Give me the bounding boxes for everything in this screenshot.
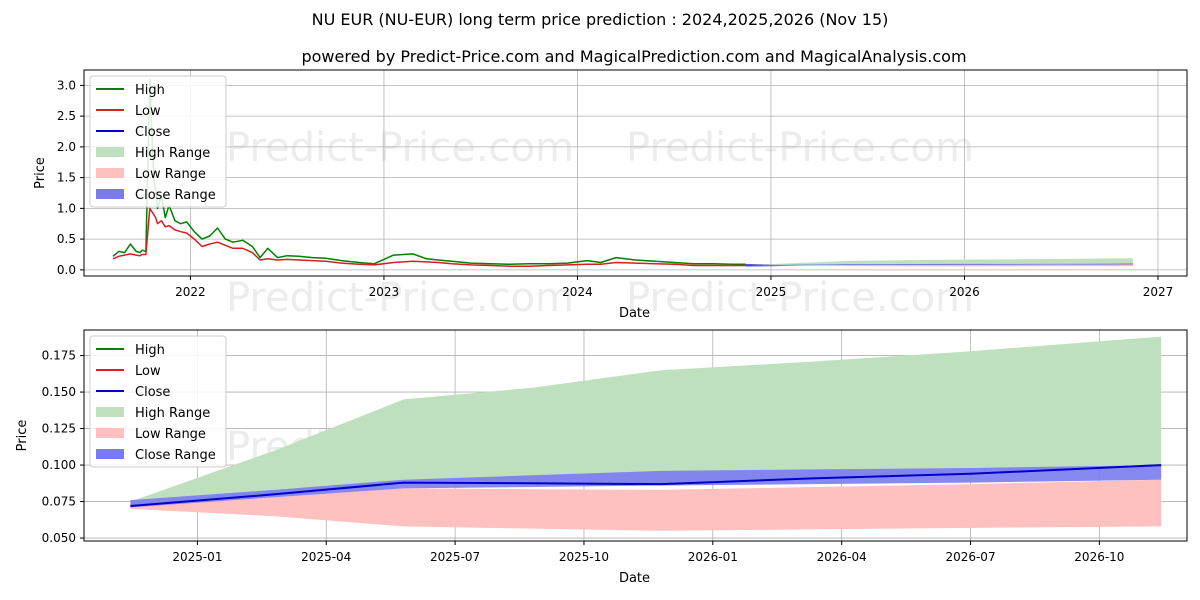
bottom-ytick-label-0: 0.050 <box>42 531 76 545</box>
bottom-xtick-label-0: 2025-01 <box>172 550 222 564</box>
bottom-legend: High Low Close High Range Low Range Close Ran… <box>90 336 226 467</box>
top-ylabel: Price <box>33 157 48 189</box>
bottom-legend-label-close: Close <box>135 385 170 400</box>
top-ytick-label-5: 2.5 <box>57 109 76 123</box>
bottom-xtick-label-3: 2025-10 <box>559 550 609 564</box>
bottom-legend-label-low-range: Low Range <box>135 427 206 442</box>
bottom-legend-label-high-range: High Range <box>135 406 210 421</box>
top-watermark-0: Predict-Price.com <box>226 125 574 171</box>
bottom-chart-panel: Predict-Price.comPredict-Price.com2025-0… <box>15 330 1187 586</box>
chart-figure: NU EUR (NU-EUR) long term price predicti… <box>0 0 1200 600</box>
bottom-legend-label-high: High <box>135 343 165 358</box>
top-xtick-label-1: 2023 <box>369 285 400 299</box>
top-legend: High Low Close High Range Low Range Close Ran… <box>90 76 226 207</box>
top-legend-label-close: Close <box>135 125 170 140</box>
top-watermark-1: Predict-Price.com <box>626 125 974 171</box>
bottom-xtick-label-7: 2026-10 <box>1074 550 1124 564</box>
top-xtick-label-0: 2022 <box>175 285 206 299</box>
bottom-xtick-label-4: 2026-01 <box>688 550 738 564</box>
top-ytick-label-2: 1.0 <box>57 201 76 215</box>
bottom-legend-swatch-high-range <box>96 407 124 417</box>
top-ytick-label-4: 2.0 <box>57 140 76 154</box>
top-ytick-label-6: 3.0 <box>57 78 76 92</box>
top-legend-label-high: High <box>135 83 165 98</box>
top-xtick-label-3: 2025 <box>756 285 787 299</box>
top-ytick-label-0: 0.0 <box>57 263 76 277</box>
top-legend-label-low: Low <box>135 104 161 119</box>
top-xtick-label-4: 2026 <box>949 285 980 299</box>
bottom-legend-label-low: Low <box>135 364 161 379</box>
top-xtick-label-5: 2027 <box>1143 285 1174 299</box>
top-ytick-label-3: 1.5 <box>57 171 76 185</box>
bottom-xtick-label-6: 2026-07 <box>945 550 995 564</box>
top-legend-swatch-low-range <box>96 168 124 178</box>
bottom-legend-swatch-close-range <box>96 449 124 459</box>
bottom-ytick-label-5: 0.175 <box>42 349 76 363</box>
top-legend-swatch-high-range <box>96 147 124 157</box>
bottom-ytick-label-4: 0.150 <box>42 385 76 399</box>
top-watermark-3: Predict-Price.com <box>626 275 974 321</box>
bottom-xtick-label-5: 2026-04 <box>817 550 867 564</box>
bottom-ytick-label-1: 0.075 <box>42 495 76 509</box>
top-ytick-label-1: 0.5 <box>57 232 76 246</box>
top-legend-label-close-range: Close Range <box>135 188 216 203</box>
bottom-xtick-label-2: 2025-07 <box>430 550 480 564</box>
top-watermark-2: Predict-Price.com <box>226 275 574 321</box>
bottom-legend-swatch-low-range <box>96 428 124 438</box>
top-chart-panel: Predict-Price.com Predict-Price.com Predic… <box>33 70 1187 321</box>
bottom-ytick-label-3: 0.125 <box>42 422 76 436</box>
top-xtick-label-2: 2024 <box>562 285 593 299</box>
bottom-xtick-label-1: 2025-04 <box>301 550 351 564</box>
top-legend-label-high-range: High Range <box>135 146 210 161</box>
bottom-ylabel: Price <box>15 420 30 452</box>
top-legend-swatch-close-range <box>96 189 124 199</box>
chart-title: NU EUR (NU-EUR) long term price predicti… <box>312 10 889 29</box>
top-legend-label-low-range: Low Range <box>135 167 206 182</box>
bottom-legend-label-close-range: Close Range <box>135 448 216 463</box>
bottom-xlabel: Date <box>619 571 650 586</box>
top-xlabel: Date <box>619 306 650 321</box>
chart-subtitle: powered by Predict-Price.com and Magical… <box>301 47 966 66</box>
bottom-ytick-label-2: 0.100 <box>42 458 76 472</box>
